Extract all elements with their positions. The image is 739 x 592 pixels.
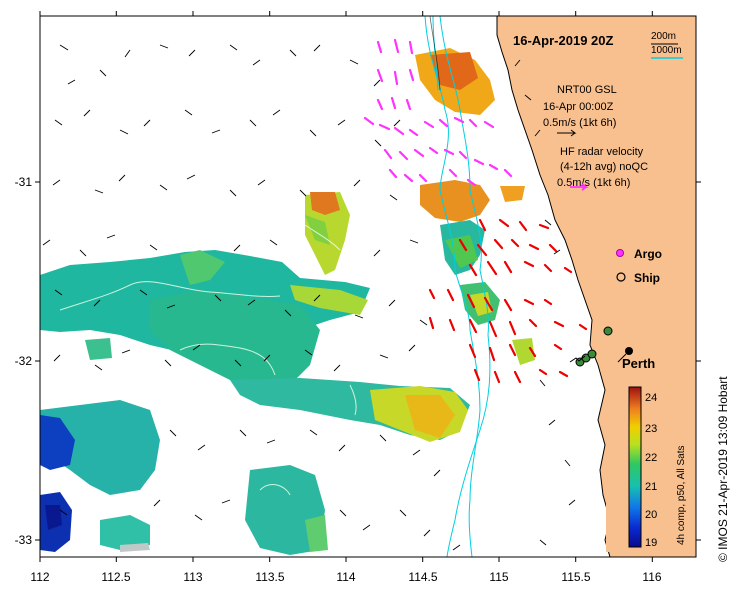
argo-marker-icon — [616, 249, 624, 257]
colorbar-label: 4h comp, p50, All Sats — [676, 445, 687, 545]
colorbar-tick: 22 — [645, 452, 657, 464]
gsl-scale-arrow — [557, 129, 577, 137]
sst-contours — [59, 224, 357, 496]
colorbar-tick: 21 — [645, 481, 657, 493]
x-tick-label: 116 — [642, 570, 661, 584]
colorbar-panel — [606, 378, 692, 552]
city-label-perth: Perth — [622, 356, 655, 371]
colorbar-tick: 20 — [645, 509, 657, 521]
y-axis-labels: -31 -32 -33 — [15, 175, 33, 547]
y-tick-label: -33 — [15, 533, 33, 547]
hf-arrows — [363, 38, 513, 187]
depth-legend-1000m: 1000m — [651, 45, 682, 56]
argo-legend-label: Argo — [634, 247, 662, 261]
red-arrows — [428, 218, 588, 384]
axis-ticks — [35, 11, 701, 562]
depth-legend-200m: 200m — [651, 31, 676, 42]
x-tick-label: 115 — [489, 570, 508, 584]
hf-label-line2: (4-12h avg) noQC — [560, 161, 648, 173]
colorbar-tick: 24 — [645, 392, 657, 404]
sst-patches — [40, 48, 535, 555]
x-tick-label: 114 — [336, 570, 355, 584]
ship-marker-icon — [616, 272, 626, 282]
x-tick-label: 112 — [30, 570, 49, 584]
perth-marker — [625, 347, 633, 355]
colorbar-tick: 19 — [645, 537, 657, 549]
x-tick-label: 112.5 — [101, 570, 130, 584]
plot-border — [39, 15, 697, 558]
ship-legend-label: Ship — [634, 271, 660, 285]
x-tick-label: 113.5 — [255, 570, 284, 584]
ship-markers — [575, 326, 613, 367]
map-title: 16-Apr-2019 20Z — [513, 33, 613, 48]
credit-text: © IMOS 21-Apr-2019 13:09 Hobart — [716, 376, 730, 562]
gsl-label-line3: 0.5m/s (1kt 6h) — [543, 117, 616, 129]
gsl-label-line1: NRT00 GSL — [557, 84, 617, 96]
hf-label-line3: 0.5m/s (1kt 6h) — [557, 177, 630, 189]
y-tick-label: -31 — [15, 175, 33, 189]
x-tick-label: 115.5 — [561, 570, 590, 584]
hf-scale-arrow — [570, 183, 589, 191]
x-tick-label: 114.5 — [408, 570, 437, 584]
gsl-label-line2: 16-Apr 00:00Z — [543, 101, 614, 113]
hf-legend: HF radar velocity (4-12h avg) noQC 0.5m/… — [557, 146, 648, 189]
colorbar-tick: 23 — [645, 423, 657, 435]
gsl-arrows — [42, 44, 576, 551]
x-tick-label: 113 — [183, 570, 202, 584]
hf-label-line1: HF radar velocity — [560, 146, 644, 158]
x-axis-labels: 112 112.5 113 113.5 114 114.5 115 115.5 … — [30, 570, 661, 584]
colorbar — [628, 386, 642, 548]
y-tick-label: -32 — [15, 354, 33, 368]
colorbar-ticks: 19 20 21 22 23 24 — [645, 392, 657, 549]
gsl-legend: NRT00 GSL 16-Apr 00:00Z 0.5m/s (1kt 6h) — [543, 84, 617, 129]
